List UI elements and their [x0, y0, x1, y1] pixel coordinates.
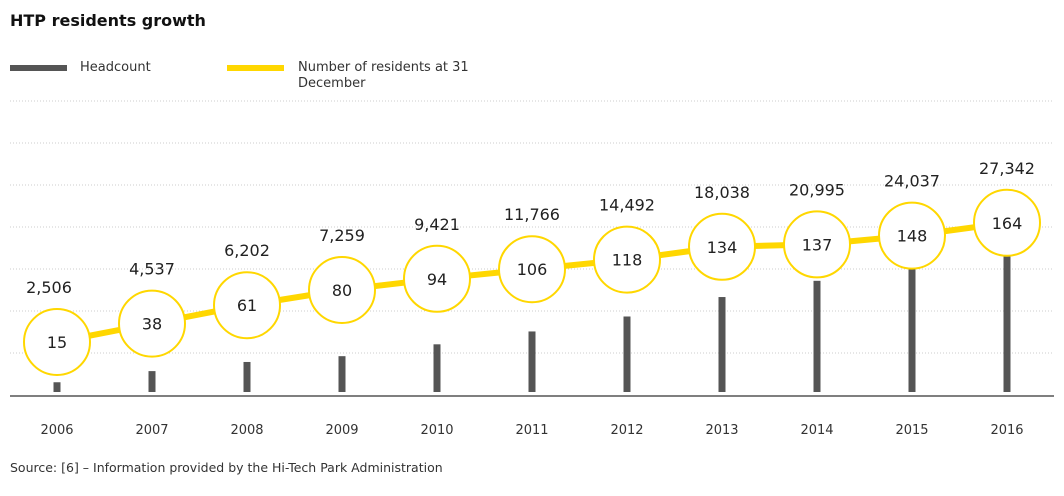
bar-headcount — [433, 344, 441, 392]
x-tick-label: 2015 — [895, 423, 928, 438]
residents-value-label: 164 — [992, 214, 1023, 233]
headcount-value-label: 7,259 — [319, 226, 365, 245]
headcount-value-label: 20,995 — [789, 180, 845, 199]
chart-title: HTP residents growth — [10, 11, 206, 30]
residents-value-label: 38 — [142, 315, 162, 334]
headcount-value-label: 18,038 — [694, 183, 750, 202]
legend-swatch-headcount — [10, 65, 67, 71]
headcount-value-label: 27,342 — [979, 159, 1035, 178]
residents-marker — [878, 201, 946, 270]
x-tick-label: 2007 — [135, 423, 168, 438]
x-tick-label: 2013 — [705, 423, 738, 438]
x-tick-label: 2010 — [420, 423, 453, 438]
bar-headcount — [338, 356, 346, 392]
bar-headcount — [528, 331, 536, 392]
residents-value-label: 94 — [427, 270, 447, 289]
bar-headcount — [908, 264, 916, 392]
residents-value-label: 118 — [612, 251, 643, 270]
bar-headcount — [623, 316, 631, 392]
headcount-value-label: 6,202 — [224, 241, 270, 260]
x-tick-label: 2014 — [800, 423, 833, 438]
legend-label-headcount: Headcount — [80, 60, 151, 75]
x-tick-label: 2011 — [515, 423, 548, 438]
residents-value-label: 80 — [332, 281, 352, 300]
residents-value-label: 148 — [897, 227, 928, 246]
residents-value-label: 137 — [802, 235, 833, 254]
headcount-value-label: 14,492 — [599, 196, 655, 215]
chart-plot: 2006 2007 2008 2009 2010 2011 2012 2013 2014 2015… — [10, 100, 1054, 438]
residents-marker — [308, 256, 376, 324]
source-note: Source: [6] – Information provided by th… — [10, 460, 443, 475]
headcount-value-label: 24,037 — [884, 172, 940, 191]
residents-marker — [213, 271, 281, 340]
residents-marker — [593, 225, 661, 294]
headcount-value-label: 2,506 — [26, 278, 72, 297]
headcount-value-label: 4,537 — [129, 260, 175, 279]
x-tick-label: 2016 — [990, 423, 1023, 438]
bar-headcount — [53, 382, 61, 392]
residents-marker — [118, 289, 186, 358]
bar-headcount — [243, 361, 251, 392]
x-tick-label: 2006 — [40, 423, 73, 438]
bar-headcount — [1003, 246, 1011, 392]
headcount-value-label: 11,766 — [504, 205, 560, 224]
bar-headcount — [718, 297, 726, 392]
x-tick-label: 2008 — [230, 423, 263, 438]
residents-marker — [498, 235, 566, 304]
bar-headcount — [813, 280, 821, 392]
residents-marker — [783, 210, 851, 279]
headcount-value-label: 9,421 — [414, 215, 460, 234]
residents-marker — [403, 244, 471, 313]
residents-marker — [688, 212, 756, 281]
bar-headcount — [148, 371, 156, 392]
x-tick-label: 2012 — [610, 423, 643, 438]
residents-value-label: 106 — [517, 260, 548, 279]
residents-value-label: 15 — [47, 333, 67, 352]
legend-label-residents: Number of residents at 31 December — [298, 60, 469, 91]
residents-marker — [973, 188, 1041, 257]
x-tick-label: 2009 — [325, 423, 358, 438]
residents-value-label: 134 — [707, 238, 738, 257]
residents-marker — [23, 308, 91, 376]
legend-swatch-residents — [227, 65, 284, 71]
residents-value-label: 61 — [237, 296, 257, 315]
